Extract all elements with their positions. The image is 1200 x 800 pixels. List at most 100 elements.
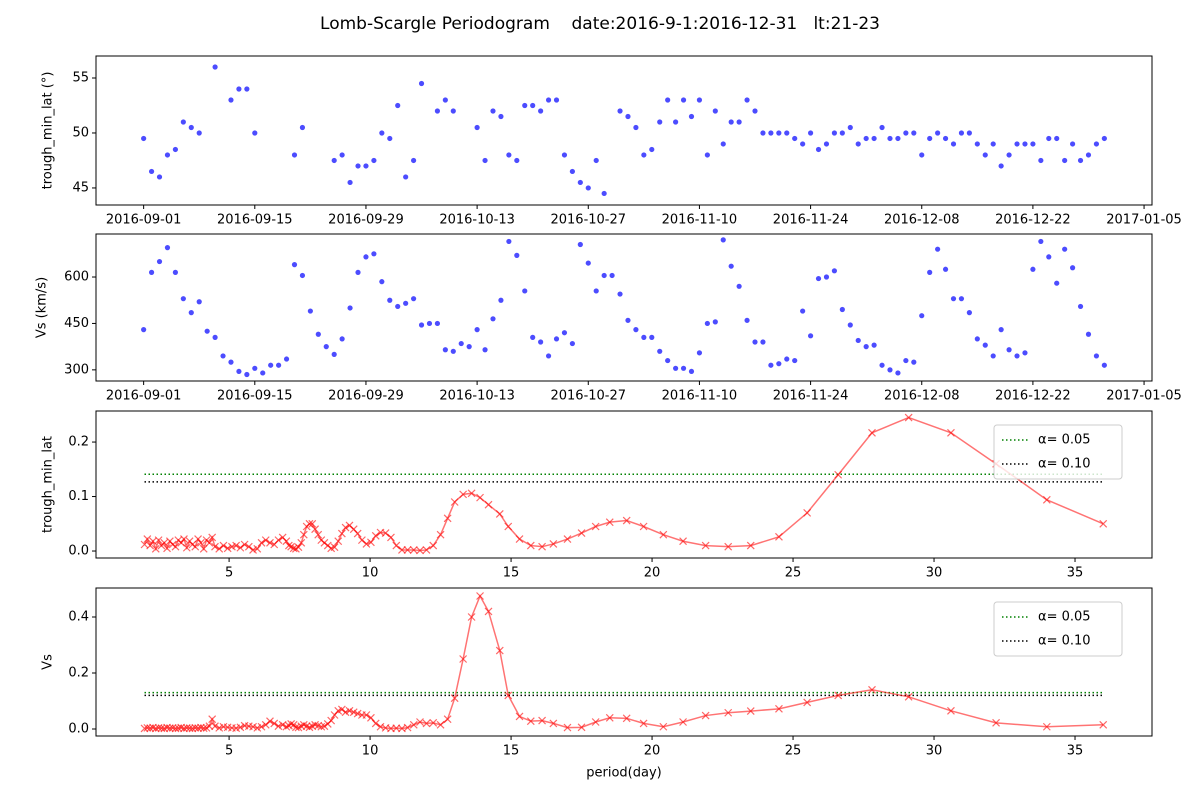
marker: [409, 546, 418, 554]
point: [712, 108, 718, 114]
point: [998, 163, 1004, 169]
x-tick-label: 30: [926, 744, 943, 759]
point: [506, 152, 512, 158]
marker: [211, 542, 219, 551]
point: [950, 141, 957, 147]
marker: [362, 711, 371, 719]
marker: [266, 538, 274, 547]
marker: [182, 543, 191, 552]
point: [784, 356, 790, 362]
marker: [679, 537, 687, 546]
y-tick-label: 450: [64, 316, 89, 331]
y-axis-label: Vs: [41, 654, 56, 670]
point: [879, 362, 885, 368]
legend-label: α= 0.05: [1038, 433, 1091, 448]
marker: [476, 592, 484, 600]
point: [935, 246, 941, 252]
point: [712, 319, 718, 325]
y-axis-label: Vs (km/s): [35, 277, 50, 338]
point: [291, 262, 298, 268]
point: [355, 163, 361, 169]
x-tick-label: 2016-11-24: [773, 213, 849, 228]
point: [514, 252, 520, 258]
marker: [659, 722, 668, 731]
x-tick-label: 15: [503, 566, 520, 581]
marker: [362, 540, 371, 548]
point: [172, 269, 178, 275]
point: [1014, 353, 1020, 359]
point: [736, 119, 742, 125]
marker: [345, 706, 354, 715]
point: [1085, 152, 1092, 158]
point: [942, 135, 949, 142]
marker: [180, 535, 188, 543]
marker: [151, 544, 160, 553]
x-tick-label: 2016-09-29: [328, 213, 404, 228]
marker: [294, 543, 303, 552]
point: [688, 368, 695, 375]
marker: [330, 543, 339, 552]
point: [863, 344, 869, 350]
axes-frame: [95, 410, 1153, 559]
point: [220, 353, 226, 359]
point: [903, 130, 909, 136]
marker: [746, 541, 755, 550]
marker: [868, 685, 876, 694]
marker: [701, 711, 710, 720]
point: [625, 113, 631, 120]
point: [744, 317, 750, 323]
x-tick-label: 25: [785, 566, 802, 581]
point: [196, 299, 202, 305]
marker: [622, 714, 631, 723]
point: [807, 333, 814, 339]
point: [1077, 157, 1084, 164]
marker: [371, 531, 380, 540]
point: [958, 296, 965, 302]
marker: [422, 546, 431, 554]
marker: [868, 428, 876, 437]
point: [927, 269, 933, 275]
point: [673, 365, 679, 371]
y-tick-label: 50: [72, 125, 89, 140]
point: [538, 339, 544, 345]
point: [156, 174, 163, 180]
point: [434, 108, 441, 114]
point: [593, 157, 599, 164]
marker: [219, 541, 228, 550]
marker: [253, 544, 262, 553]
marker: [724, 708, 733, 717]
marker: [429, 718, 438, 727]
marker: [299, 530, 308, 539]
point: [728, 119, 734, 125]
point: [188, 124, 194, 131]
marker: [549, 719, 558, 728]
point: [823, 141, 830, 147]
x-tick-label: 2016-09-15: [217, 389, 293, 404]
point: [212, 334, 218, 340]
point: [792, 135, 798, 142]
y-axis-label: trough_min_lat: [41, 436, 56, 533]
point: [593, 288, 599, 294]
point: [426, 320, 433, 327]
x-tick-label: 2016-10-27: [550, 389, 626, 404]
point: [387, 297, 393, 303]
point: [418, 322, 425, 328]
x-axis-label: period(day): [586, 766, 661, 781]
marker: [160, 538, 169, 547]
x-tick-label: 2016-12-22: [995, 389, 1071, 404]
point: [331, 157, 337, 164]
marker: [320, 722, 329, 731]
point: [498, 113, 504, 120]
point: [530, 102, 536, 109]
point: [363, 163, 369, 169]
marker: [353, 709, 362, 718]
point: [815, 275, 822, 282]
point: [466, 344, 472, 350]
point: [1006, 152, 1012, 158]
marker: [515, 712, 524, 721]
point: [379, 279, 385, 285]
marker: [208, 533, 217, 542]
point: [307, 308, 313, 314]
point: [418, 80, 425, 87]
marker: [208, 715, 217, 724]
